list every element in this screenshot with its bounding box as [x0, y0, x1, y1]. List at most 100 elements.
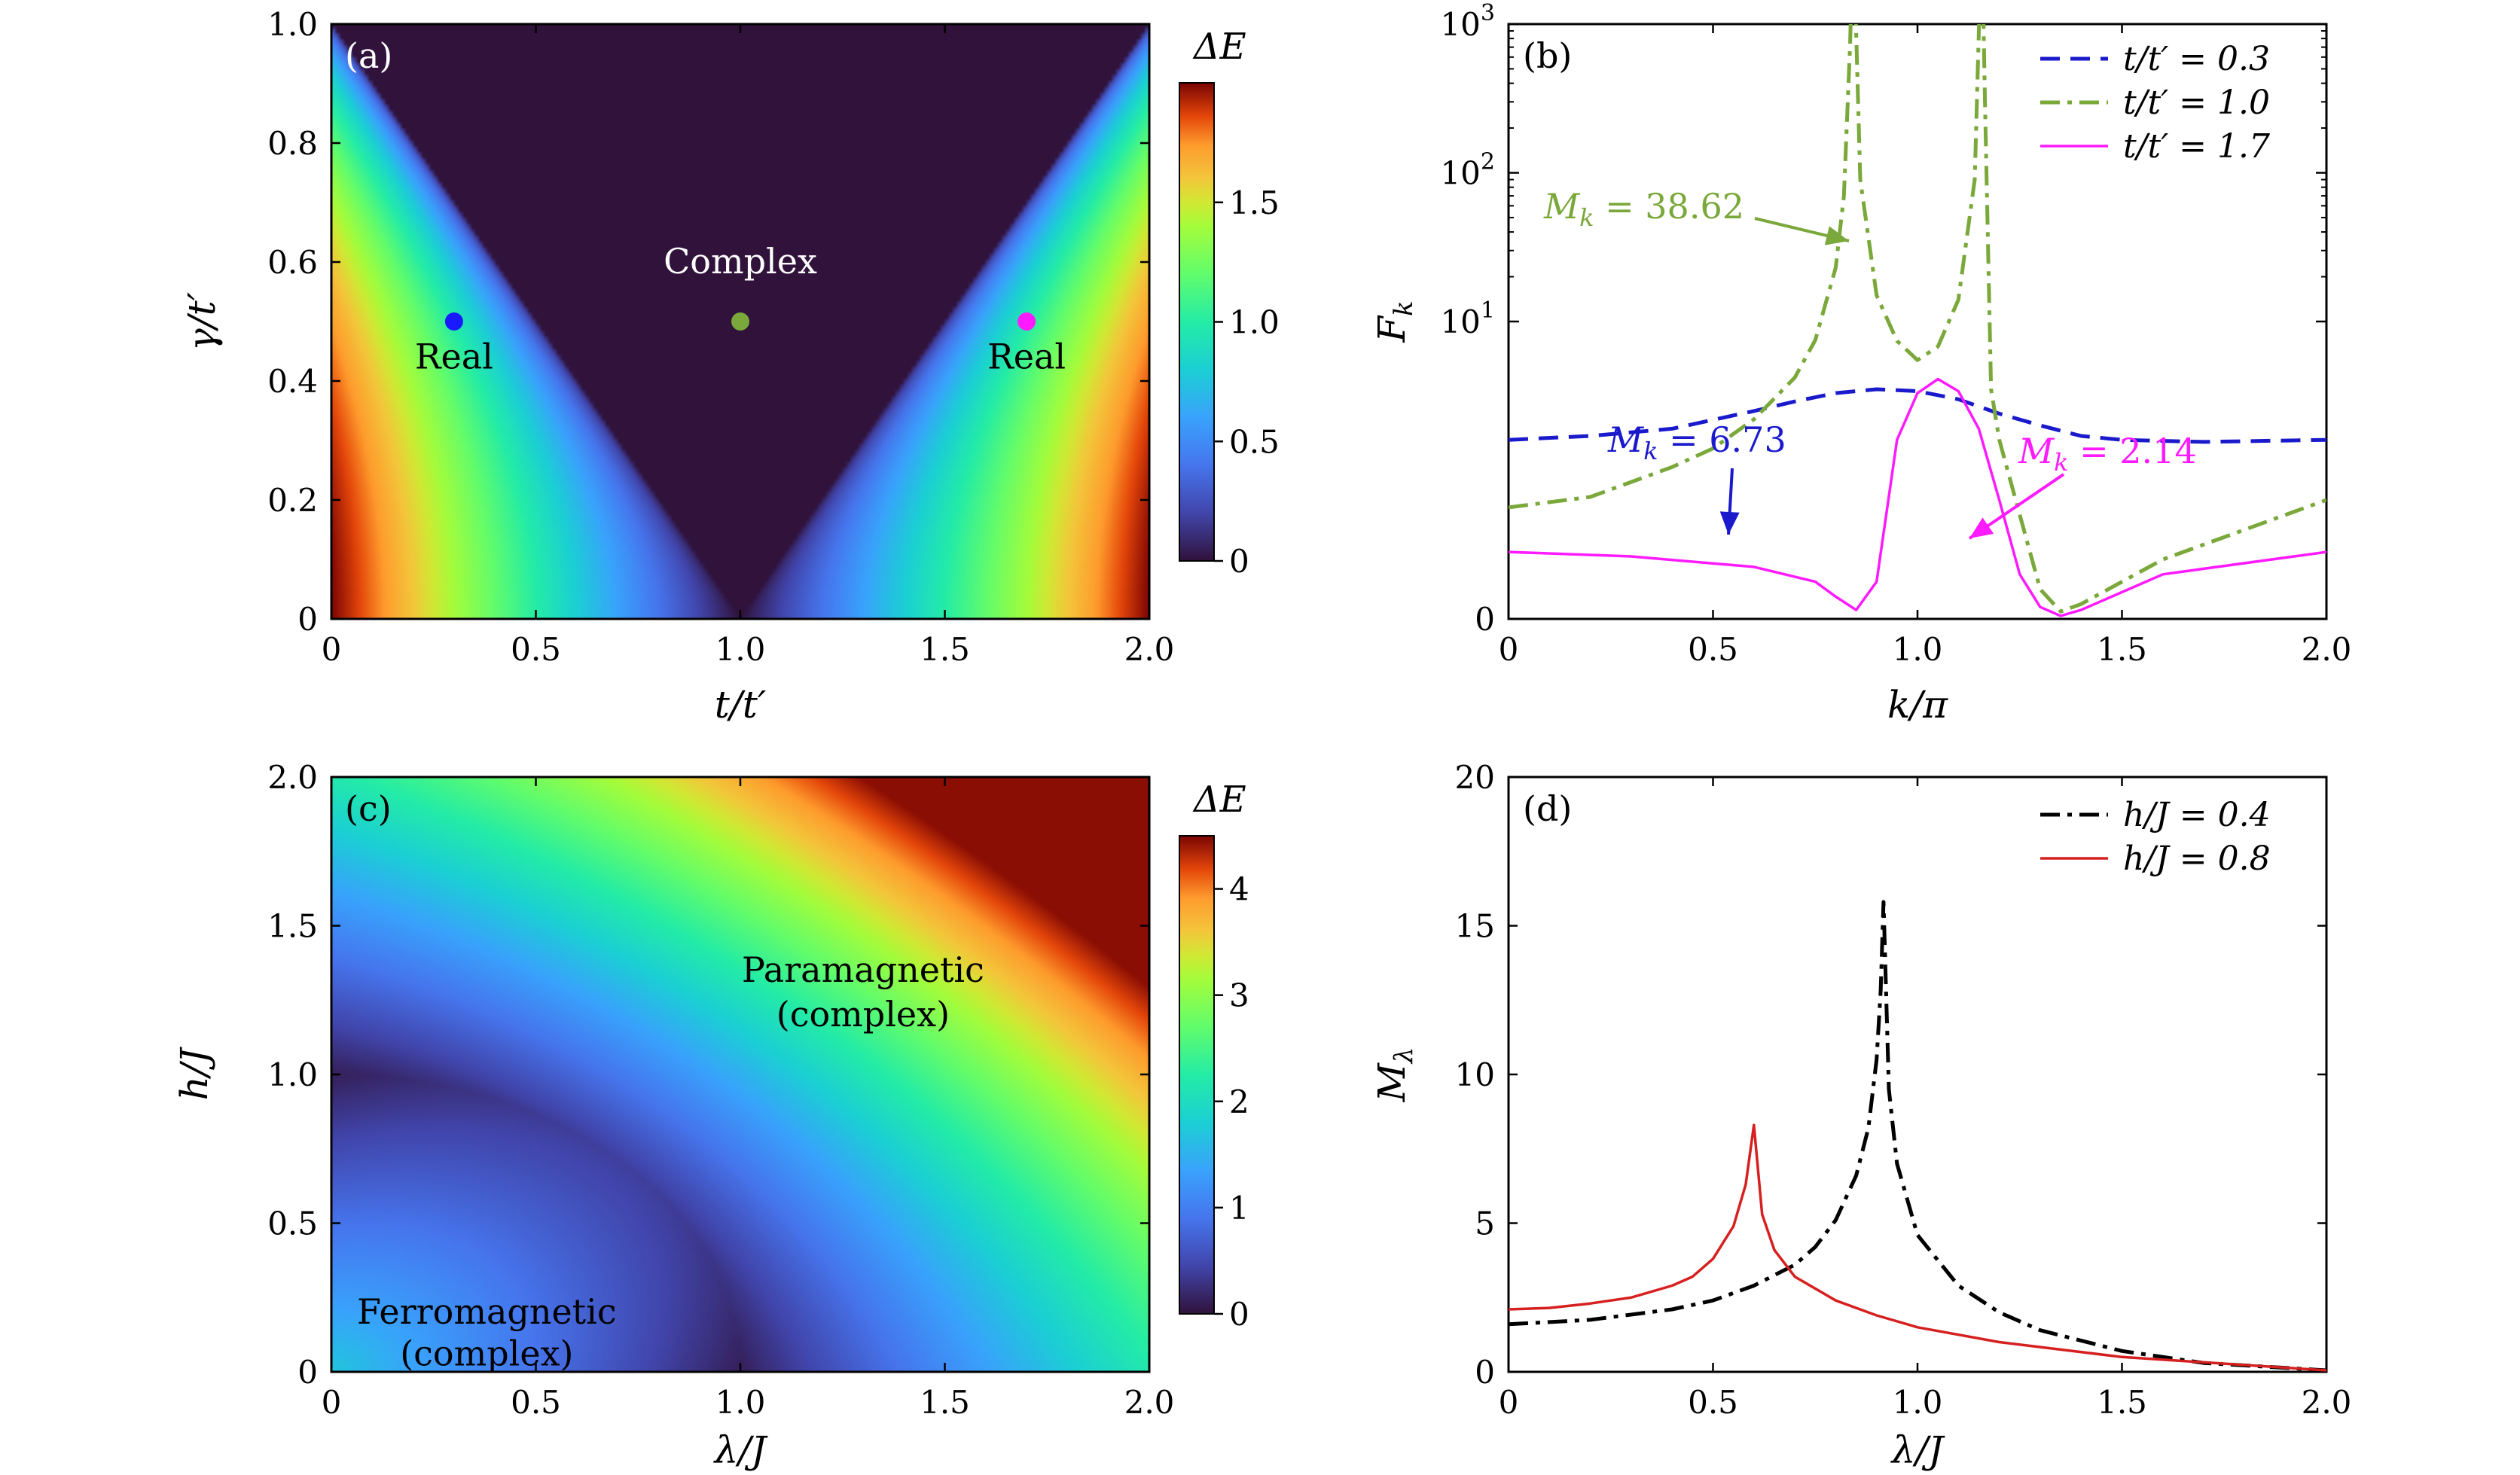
series-line-2 — [1509, 377, 2326, 617]
series-line-1 — [1509, 1123, 2326, 1372]
y-tick-label: 2.0 — [267, 759, 318, 796]
annotation-2: Real — [987, 336, 1066, 376]
ylabel-c: h/J — [172, 1046, 216, 1100]
x-tick-label: 1.5 — [2097, 1384, 2147, 1421]
annotation-arrowhead-2 — [1969, 517, 1994, 538]
legend-label-2: t/t′ = 1.7 — [2123, 127, 2270, 166]
x-tick-label: 1.0 — [715, 1384, 766, 1421]
y-tick-label: 0 — [1475, 601, 1495, 638]
colorbar-tick-label: 0 — [1229, 1296, 1249, 1333]
panel-tag-b: (b) — [1523, 35, 1572, 76]
y-tick-label: 0 — [297, 1354, 318, 1391]
legend-b: t/t′ = 0.3 t/t′ = 1.0 t/t′ = 1.7 — [2040, 40, 2270, 166]
x-tick-label: 1.5 — [920, 631, 970, 668]
x-tick-label: 2.0 — [1124, 1384, 1175, 1421]
colorbar-tick-label: 0.5 — [1229, 423, 1280, 460]
marker-point-2 — [1017, 312, 1036, 331]
y-tick-label: 1.0 — [267, 6, 318, 43]
colorbar-ticks-a: 0 0.5 1.0 1.5 — [1214, 184, 1280, 580]
y-tick-label: 0.5 — [267, 1205, 318, 1242]
x-tick-label: 2.0 — [2302, 1384, 2352, 1421]
annotation-1: (complex) — [776, 994, 950, 1035]
panel-c: 0 0.5 1.0 1.5 2.0 0 0.5 1.0 1.5 2.0 (c) Paramagne… — [172, 759, 1249, 1472]
x-tick-label: 0 — [322, 631, 342, 668]
y-tick-label: 20 — [1455, 759, 1495, 796]
x-tick-label: 1.0 — [1893, 1384, 1943, 1421]
colorbar-tick-label: 1.5 — [1229, 184, 1280, 221]
panel-tag-a: (a) — [345, 35, 392, 76]
annotation-2: Mk = 2.14 — [2018, 431, 2197, 477]
y-tick-label: 0 — [297, 601, 318, 638]
x-tick-label: 1.5 — [920, 1384, 970, 1421]
ticks-c: 0 0.5 1.0 1.5 2.0 0 0.5 1.0 1.5 2.0 — [267, 759, 1174, 1421]
xlabel-b: k/π — [1887, 683, 1948, 727]
x-tick-label: 1.0 — [715, 631, 766, 668]
legend-label-0: h/J = 0.4 — [2123, 796, 2271, 834]
annotation-arrowhead-0 — [1824, 226, 1849, 245]
annotation-0: Paramagnetic — [742, 949, 984, 990]
y-tick-label: 0 — [1475, 1354, 1495, 1391]
annotations-c: Paramagnetic(complex)Ferromagnetic(compl… — [357, 949, 984, 1374]
colorbar-tick-label: 4 — [1229, 871, 1249, 908]
panel-a: 0 0.5 1.0 1.5 2.0 0 0.2 0.4 0.6 0.8 1.0 (a) Comple… — [180, 6, 1280, 727]
ylabel-d: Mλ — [1370, 1047, 1419, 1103]
colorbar-label-a: ΔE — [1192, 26, 1246, 68]
x-tick-label: 0 — [322, 1384, 342, 1421]
x-tick-label: 1.5 — [2097, 631, 2147, 668]
colorbar-ticks-c: 0 1 2 3 4 — [1214, 871, 1249, 1333]
colorbar-tick-label: 0 — [1229, 543, 1249, 580]
y-tick-label: 102 — [1440, 149, 1495, 192]
annotation-0: Mk = 38.62 — [1543, 186, 1744, 232]
x-tick-label: 0 — [1499, 631, 1519, 668]
x-tick-label: 0.5 — [511, 631, 561, 668]
xlabel-a: t/t′ — [715, 683, 767, 727]
annotation-3: (complex) — [400, 1333, 573, 1373]
annotation-1: Mk = 6.73 — [1607, 419, 1786, 465]
series-line-0 — [1509, 900, 2326, 1372]
xlabel-d: λ/J — [1890, 1428, 1946, 1472]
marker-point-0 — [444, 312, 463, 331]
colorbar-c — [1179, 835, 1215, 1315]
annotation-0: Complex — [664, 241, 817, 282]
y-tick-label: 103 — [1440, 0, 1495, 43]
heatmap-c — [331, 777, 1149, 1372]
legend-d: h/J = 0.4 h/J = 0.8 — [2040, 796, 2271, 878]
x-tick-label: 2.0 — [2302, 631, 2352, 668]
colorbar-tick-label: 1 — [1229, 1190, 1249, 1227]
colorbar-a — [1179, 82, 1215, 562]
colorbar-tick-label: 2 — [1229, 1083, 1249, 1120]
annotation-arrowhead-1 — [1719, 511, 1740, 535]
legend-label-1: t/t′ = 1.0 — [2123, 84, 2270, 122]
annotations-b: Mk = 38.62 Mk = 6.73 Mk = 2.14 — [1543, 186, 2197, 540]
annotation-1: Real — [415, 336, 493, 376]
x-tick-label: 0.5 — [1688, 1384, 1738, 1421]
x-tick-label: 2.0 — [1124, 631, 1175, 668]
y-tick-label: 0.2 — [267, 482, 318, 519]
y-tick-label: 0.8 — [267, 125, 318, 162]
y-tick-label: 10 — [1455, 1056, 1495, 1093]
y-tick-label: 0.4 — [267, 363, 318, 400]
colorbar-label-c: ΔE — [1192, 779, 1246, 821]
y-tick-label: 0.6 — [267, 244, 318, 281]
ticks-b: 0 0.5 1.0 1.5 2.0 0 101 102 103 — [1440, 0, 2351, 668]
legend-label-1: h/J = 0.8 — [2123, 840, 2271, 878]
series-line-0 — [1509, 387, 2326, 444]
y-tick-label: 15 — [1455, 908, 1495, 945]
y-tick-label: 1.0 — [267, 1056, 318, 1093]
ylabel-a: γ/t′ — [180, 291, 224, 351]
colorbar-tick-label: 3 — [1229, 977, 1249, 1014]
colorbar-tick-label: 1.0 — [1229, 304, 1280, 341]
x-tick-label: 1.0 — [1893, 631, 1943, 668]
panel-tag-d: (d) — [1523, 788, 1572, 829]
x-tick-label: 0.5 — [1688, 631, 1738, 668]
xlabel-c: λ/J — [713, 1428, 769, 1472]
legend-label-0: t/t′ = 0.3 — [2123, 40, 2270, 78]
annotation-2: Ferromagnetic — [357, 1291, 617, 1332]
ticks-a: 0 0.5 1.0 1.5 2.0 0 0.2 0.4 0.6 0.8 1.0 — [267, 6, 1174, 668]
marker-point-1 — [731, 312, 749, 331]
y-tick-label: 1.5 — [267, 908, 318, 945]
ticks-d: 0 0.5 1.0 1.5 2.0 0 5 10 15 20 — [1455, 759, 2352, 1421]
series-line-1 — [1509, 24, 2326, 614]
